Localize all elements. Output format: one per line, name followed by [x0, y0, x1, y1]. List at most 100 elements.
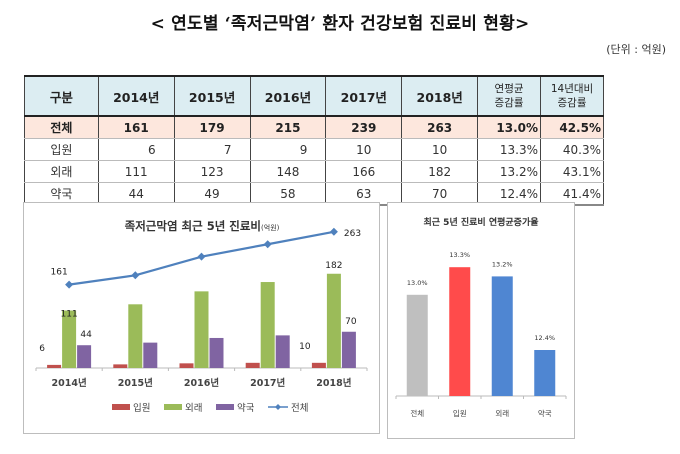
chart-title: 최근 5년 진료비 연평균증가율 [423, 216, 538, 228]
legend-swatch-약국 [216, 404, 234, 410]
table-row: 입원 6 7 9 10 10 13.3% 40.3% [24, 138, 604, 161]
cell-value: 10 [325, 138, 403, 161]
bar-입원 [179, 363, 194, 368]
bar-입원 [245, 362, 260, 368]
cell-value: 263 [401, 116, 479, 139]
header-avg-rate-line1: 연평균 [494, 83, 524, 95]
header-year: 2014년 [97, 75, 175, 117]
cell-value: 111 [97, 160, 175, 183]
data-label: 12.4% [534, 334, 555, 342]
data-label: 263 [344, 229, 361, 239]
bar-외래 [194, 291, 209, 368]
bar-약국 [534, 350, 556, 396]
cell-value: 9 [249, 138, 327, 161]
header-avg-rate: 연평균 증감률 [477, 75, 542, 117]
x-tick-label: 2018년 [316, 377, 351, 389]
x-tick-label: 입원 [453, 409, 467, 418]
cell-value: 239 [325, 116, 403, 139]
header-avg-rate-line2: 증감률 [494, 97, 524, 109]
chart-title: 족저근막염 최근 5년 진료비(억원) [125, 219, 280, 233]
line-marker [131, 271, 140, 280]
cell-vs14-rate: 43.1% [540, 160, 604, 183]
data-label: 10 [299, 342, 311, 352]
x-tick-label: 2015년 [118, 377, 153, 389]
cell-value: 215 [249, 116, 327, 139]
bar-입원 [113, 364, 128, 368]
legend-swatch-외래 [164, 404, 182, 410]
chart-title-unit: (억원) [261, 223, 280, 232]
header-vs14-rate-line2: 증감률 [557, 97, 587, 109]
cell-value: 6 [97, 138, 175, 161]
bar-입원 [449, 267, 471, 396]
bar-약국 [275, 335, 290, 368]
header-year: 2017년 [325, 75, 403, 117]
cell-avg-rate: 13.3% [477, 138, 542, 161]
cost-trend-chart-svg: 족저근막염 최근 5년 진료비(억원) 2014년 2015년 2016년 2017년 2… [35, 219, 368, 414]
header-category: 구분 [24, 75, 99, 117]
table-header-row: 구분 2014년 2015년 2016년 2017년 2018년 연평균 증감률… [24, 75, 604, 117]
legend-label: 입원 [133, 402, 150, 414]
row-category: 입원 [24, 138, 99, 161]
growth-rate-chart: 최근 5년 진료비 연평균증가율 13.0% 전체 13.3% 입원 13.2% 외래 12.… [387, 202, 575, 439]
x-tick-label: 2016년 [184, 377, 219, 389]
bar-외래 [491, 276, 513, 396]
x-tick-label: 약국 [538, 408, 552, 418]
legend-label: 약국 [237, 402, 255, 414]
x-tick-label: 2017년 [250, 377, 285, 389]
row-category: 전체 [24, 116, 99, 139]
header-vs14-rate: 14년대비 증감률 [540, 75, 604, 117]
line-marker [329, 227, 338, 236]
bar-약국 [209, 337, 224, 368]
x-tick-label: 2014년 [52, 377, 87, 389]
data-label: 111 [61, 310, 78, 320]
data-label: 44 [80, 330, 92, 340]
data-label: 13.0% [407, 279, 428, 287]
bar-외래 [326, 273, 341, 368]
cell-value: 10 [401, 138, 479, 161]
data-label: 13.2% [492, 260, 513, 268]
table-row-total: 전체 161 179 215 239 263 13.0% 42.5% [24, 116, 604, 139]
cell-value: 182 [401, 160, 479, 183]
header-vs14-rate-line1: 14년대비 [550, 83, 594, 95]
cell-value: 123 [173, 160, 251, 183]
header-year: 2015년 [173, 75, 251, 117]
legend-label: 전체 [291, 403, 308, 414]
page-title: < 연도별 ‘족저근막염’ 환자 건강보험 진료비 현황> [150, 14, 530, 34]
unit-label: (단위 : 억원) [606, 43, 666, 56]
data-label: 70 [345, 317, 357, 327]
cell-avg-rate: 13.2% [477, 160, 542, 183]
cell-value: 161 [97, 116, 175, 139]
bar-전체 [406, 294, 428, 396]
row-category: 외래 [24, 160, 99, 183]
header-year: 2018년 [401, 75, 479, 117]
cell-vs14-rate: 40.3% [540, 138, 604, 161]
line-marker [263, 240, 272, 249]
bar-입원 [47, 364, 62, 368]
bar-입원 [311, 362, 326, 368]
cell-value: 7 [173, 138, 251, 161]
bar-약국 [341, 331, 356, 368]
bar-약국 [143, 342, 158, 368]
line-marker [65, 280, 74, 289]
bar-외래 [260, 282, 275, 368]
cell-value: 148 [249, 160, 327, 183]
cost-trend-chart: 족저근막염 최근 5년 진료비(억원) 2014년 2015년 2016년 2017년 2… [23, 202, 380, 434]
legend-swatch-입원 [112, 404, 130, 410]
growth-rate-chart-svg: 최근 5년 진료비 연평균증가율 13.0% 전체 13.3% 입원 13.2% 외래 12.… [395, 216, 567, 418]
header-year: 2016년 [249, 75, 327, 117]
data-label: 182 [325, 261, 342, 271]
cell-vs14-rate: 42.5% [540, 116, 604, 139]
bar-외래 [128, 304, 143, 368]
legend-marker [275, 404, 281, 410]
legend-label: 외래 [185, 402, 202, 414]
line-marker [197, 252, 206, 261]
bar-외래 [62, 310, 77, 368]
data-label: 13.3% [449, 251, 470, 259]
cell-value: 166 [325, 160, 403, 183]
data-label: 6 [39, 344, 45, 354]
x-tick-label: 전체 [410, 408, 424, 418]
x-tick-label: 외래 [495, 408, 509, 418]
cell-avg-rate: 13.0% [477, 116, 542, 139]
cell-value: 179 [173, 116, 251, 139]
data-label: 161 [51, 268, 68, 278]
